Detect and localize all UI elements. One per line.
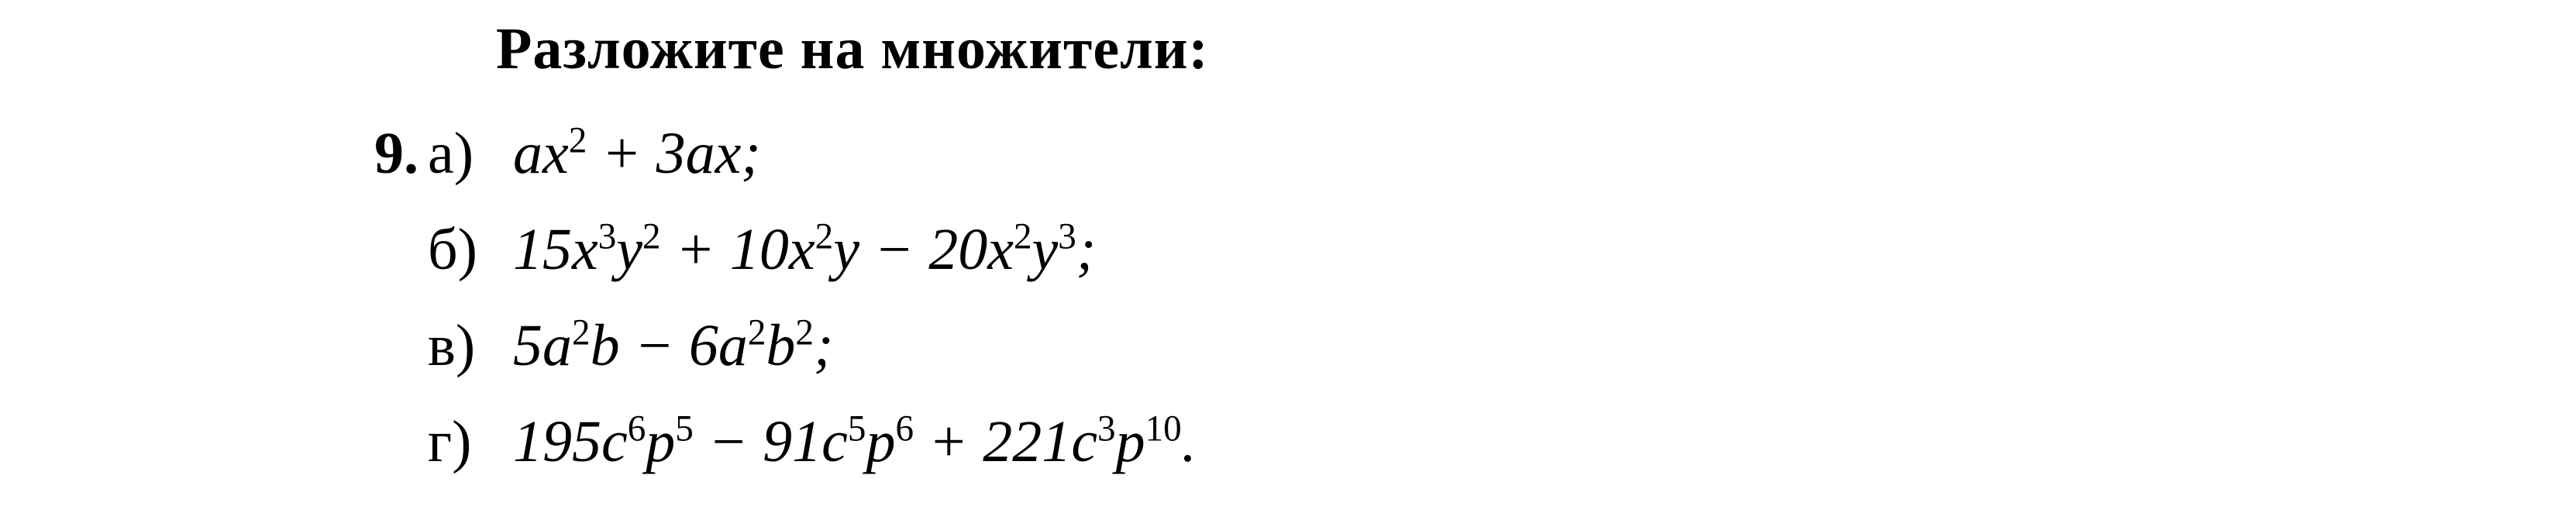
heading: Разложите на множители: xyxy=(0,15,2576,83)
part-b-label: б) xyxy=(428,220,513,279)
part-a-label: а) xyxy=(428,124,513,183)
part-d-label: г) xyxy=(428,412,513,471)
problem-number: 9. xyxy=(333,124,428,183)
part-c-label: в) xyxy=(428,316,513,375)
page: Разложите на множители: 9. а) ax2 + 3ax;… xyxy=(0,0,2576,520)
row-c: в) 5a2b − 6a2b2; xyxy=(333,316,1197,375)
problem-9: 9. а) ax2 + 3ax; б) 15x3y2 + 10x2y − 20x… xyxy=(333,124,1197,471)
part-d-expression: 195c6p5 − 91c5p6 + 221c3p10. xyxy=(513,412,1197,471)
part-a-expression: ax2 + 3ax; xyxy=(513,124,761,183)
part-c-expression: 5a2b − 6a2b2; xyxy=(513,316,833,375)
row-b: б) 15x3y2 + 10x2y − 20x2y3; xyxy=(333,220,1197,279)
row-d: г) 195c6p5 − 91c5p6 + 221c3p10. xyxy=(333,412,1197,471)
row-a: 9. а) ax2 + 3ax; xyxy=(333,124,1197,183)
part-b-expression: 15x3y2 + 10x2y − 20x2y3; xyxy=(513,220,1096,279)
